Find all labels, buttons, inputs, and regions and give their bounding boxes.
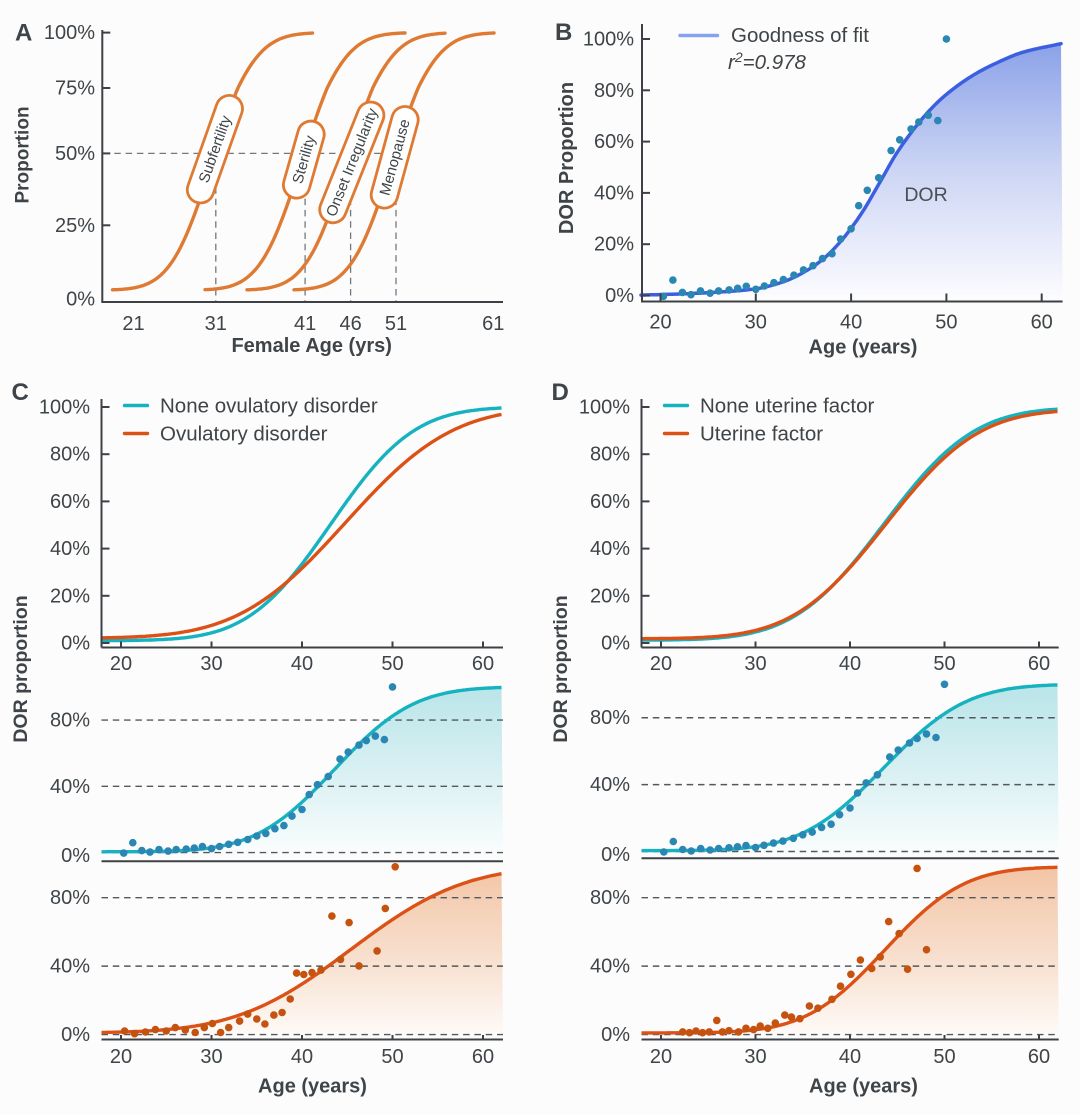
svg-text:B: B: [555, 19, 572, 46]
svg-text:DOR Proportion: DOR Proportion: [556, 82, 578, 234]
svg-text:Age (years): Age (years): [809, 1076, 918, 1098]
svg-text:60: 60: [472, 653, 494, 675]
svg-text:20: 20: [110, 1046, 132, 1068]
svg-text:Age (years): Age (years): [258, 1076, 367, 1098]
svg-text:20%: 20%: [590, 585, 630, 607]
svg-text:20: 20: [649, 312, 671, 334]
svg-text:60: 60: [1028, 653, 1050, 675]
svg-text:50: 50: [935, 312, 957, 334]
svg-text:DOR: DOR: [904, 184, 947, 206]
svg-text:20%: 20%: [594, 234, 634, 256]
svg-text:30: 30: [744, 653, 766, 675]
svg-text:None uterine factor: None uterine factor: [700, 395, 875, 418]
svg-text:0%: 0%: [601, 633, 630, 655]
svg-text:100%: 100%: [583, 29, 634, 51]
svg-text:100%: 100%: [44, 22, 95, 44]
svg-text:0%: 0%: [605, 285, 634, 307]
svg-text:80%: 80%: [50, 887, 90, 909]
svg-text:40%: 40%: [590, 538, 630, 560]
svg-text:Ovulatory disorder: Ovulatory disorder: [160, 423, 328, 446]
svg-text:30: 30: [200, 653, 222, 675]
svg-text:50: 50: [933, 653, 955, 675]
svg-text:0%: 0%: [66, 289, 95, 311]
svg-text:80%: 80%: [50, 710, 90, 732]
svg-text:100%: 100%: [39, 397, 90, 419]
svg-text:A: A: [15, 20, 32, 47]
svg-text:40: 40: [839, 653, 861, 675]
svg-text:0%: 0%: [61, 1024, 90, 1046]
svg-text:Goodness of fit: Goodness of fit: [731, 24, 869, 47]
svg-text:C: C: [12, 379, 29, 406]
svg-text:30: 30: [745, 312, 767, 334]
svg-text:60%: 60%: [50, 491, 90, 513]
svg-text:80%: 80%: [590, 707, 630, 729]
svg-text:50: 50: [381, 1046, 403, 1068]
svg-text:80%: 80%: [594, 80, 634, 102]
svg-text:40%: 40%: [590, 956, 630, 978]
svg-text:61: 61: [482, 313, 504, 335]
svg-text:0%: 0%: [601, 1024, 630, 1046]
svg-text:DOR proportion: DOR proportion: [10, 595, 32, 742]
svg-text:30: 30: [200, 1046, 222, 1068]
svg-text:46: 46: [339, 313, 361, 335]
svg-text:Proportion: Proportion: [13, 106, 34, 203]
svg-text:40: 40: [291, 1046, 313, 1068]
svg-text:50: 50: [933, 1046, 955, 1068]
svg-text:51: 51: [385, 313, 407, 335]
svg-text:80%: 80%: [590, 887, 630, 909]
svg-text:50%: 50%: [55, 143, 95, 165]
svg-text:40: 40: [291, 653, 313, 675]
svg-text:60%: 60%: [594, 131, 634, 153]
svg-text:100%: 100%: [579, 397, 630, 419]
svg-text:40%: 40%: [594, 182, 634, 204]
svg-text:D: D: [552, 379, 569, 406]
svg-text:21: 21: [122, 313, 144, 335]
svg-text:Age (years): Age (years): [809, 337, 918, 359]
svg-text:40%: 40%: [590, 774, 630, 796]
svg-text:80%: 80%: [590, 444, 630, 466]
svg-text:60: 60: [472, 1046, 494, 1068]
svg-text:20: 20: [650, 1046, 672, 1068]
svg-text:0%: 0%: [61, 633, 90, 655]
svg-text:60%: 60%: [590, 491, 630, 513]
svg-text:40%: 40%: [50, 538, 90, 560]
svg-text:50: 50: [381, 653, 403, 675]
svg-text:Female Age (yrs): Female Age (yrs): [231, 335, 391, 357]
svg-text:0%: 0%: [61, 845, 90, 867]
svg-text:41: 41: [294, 313, 316, 335]
svg-text:75%: 75%: [55, 78, 95, 100]
svg-text:DOR proportion: DOR proportion: [550, 595, 572, 742]
svg-text:60: 60: [1028, 1046, 1050, 1068]
svg-text:80%: 80%: [50, 444, 90, 466]
svg-text:31: 31: [205, 313, 227, 335]
svg-text:r2=0.978: r2=0.978: [728, 49, 806, 74]
svg-text:40: 40: [839, 1046, 861, 1068]
svg-text:Uterine factor: Uterine factor: [700, 423, 823, 446]
svg-text:25%: 25%: [55, 215, 95, 237]
svg-text:40%: 40%: [50, 956, 90, 978]
svg-text:None ovulatory disorder: None ovulatory disorder: [160, 395, 378, 418]
svg-text:40: 40: [840, 312, 862, 334]
svg-text:20: 20: [650, 653, 672, 675]
svg-text:30: 30: [744, 1046, 766, 1068]
svg-text:20: 20: [110, 653, 132, 675]
svg-text:60: 60: [1031, 312, 1053, 334]
svg-text:0%: 0%: [601, 844, 630, 866]
svg-text:20%: 20%: [50, 585, 90, 607]
svg-text:40%: 40%: [50, 776, 90, 798]
